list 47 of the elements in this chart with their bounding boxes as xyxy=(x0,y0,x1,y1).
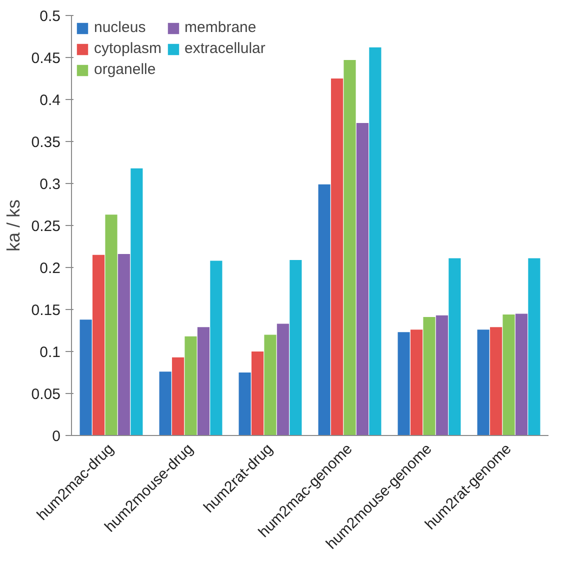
bar xyxy=(448,258,461,436)
y-tick-label: 0.25 xyxy=(31,218,61,235)
bar xyxy=(80,320,92,436)
bar xyxy=(356,123,369,436)
bar xyxy=(130,168,143,436)
bar xyxy=(172,357,184,436)
y-tick-label: 0.15 xyxy=(31,302,61,319)
bar xyxy=(502,314,515,436)
bar xyxy=(436,315,448,436)
legend-label: extracellular xyxy=(184,40,266,57)
bar xyxy=(423,317,436,436)
y-tick-label: 0.35 xyxy=(31,134,61,151)
y-axis-title: ka / ks xyxy=(3,199,24,252)
bar xyxy=(369,47,382,436)
bar xyxy=(210,260,222,436)
bar xyxy=(477,330,490,436)
bar xyxy=(184,336,197,436)
y-tick-label: 0.5 xyxy=(40,8,61,25)
legend-label: organelle xyxy=(94,61,156,78)
legend-label: membrane xyxy=(184,19,256,36)
bar xyxy=(490,327,502,436)
bar xyxy=(105,214,118,436)
bar xyxy=(344,60,356,436)
y-tick-label: 0.3 xyxy=(40,176,61,193)
y-tick-label: 0.45 xyxy=(31,50,61,67)
bar xyxy=(197,327,210,436)
bar xyxy=(398,332,410,436)
y-tick-label: 0.2 xyxy=(40,260,61,277)
bar xyxy=(410,330,423,436)
bar xyxy=(251,352,264,436)
bar xyxy=(92,254,105,436)
y-tick-label: 0.4 xyxy=(40,92,61,109)
bar xyxy=(276,324,290,436)
legend-label: cytoplasm xyxy=(94,40,162,57)
bar xyxy=(515,314,528,436)
bar xyxy=(528,258,540,436)
bar xyxy=(238,372,251,436)
bar xyxy=(290,260,302,436)
y-tick-label: 0.05 xyxy=(31,386,61,403)
legend-label: nucleus xyxy=(94,19,146,36)
bar xyxy=(330,78,344,436)
y-tick-label: 0 xyxy=(52,428,60,445)
bar xyxy=(159,372,172,436)
bar xyxy=(264,334,276,436)
bar xyxy=(118,254,130,436)
bar xyxy=(318,184,330,436)
y-tick-label: 0.1 xyxy=(40,344,61,361)
